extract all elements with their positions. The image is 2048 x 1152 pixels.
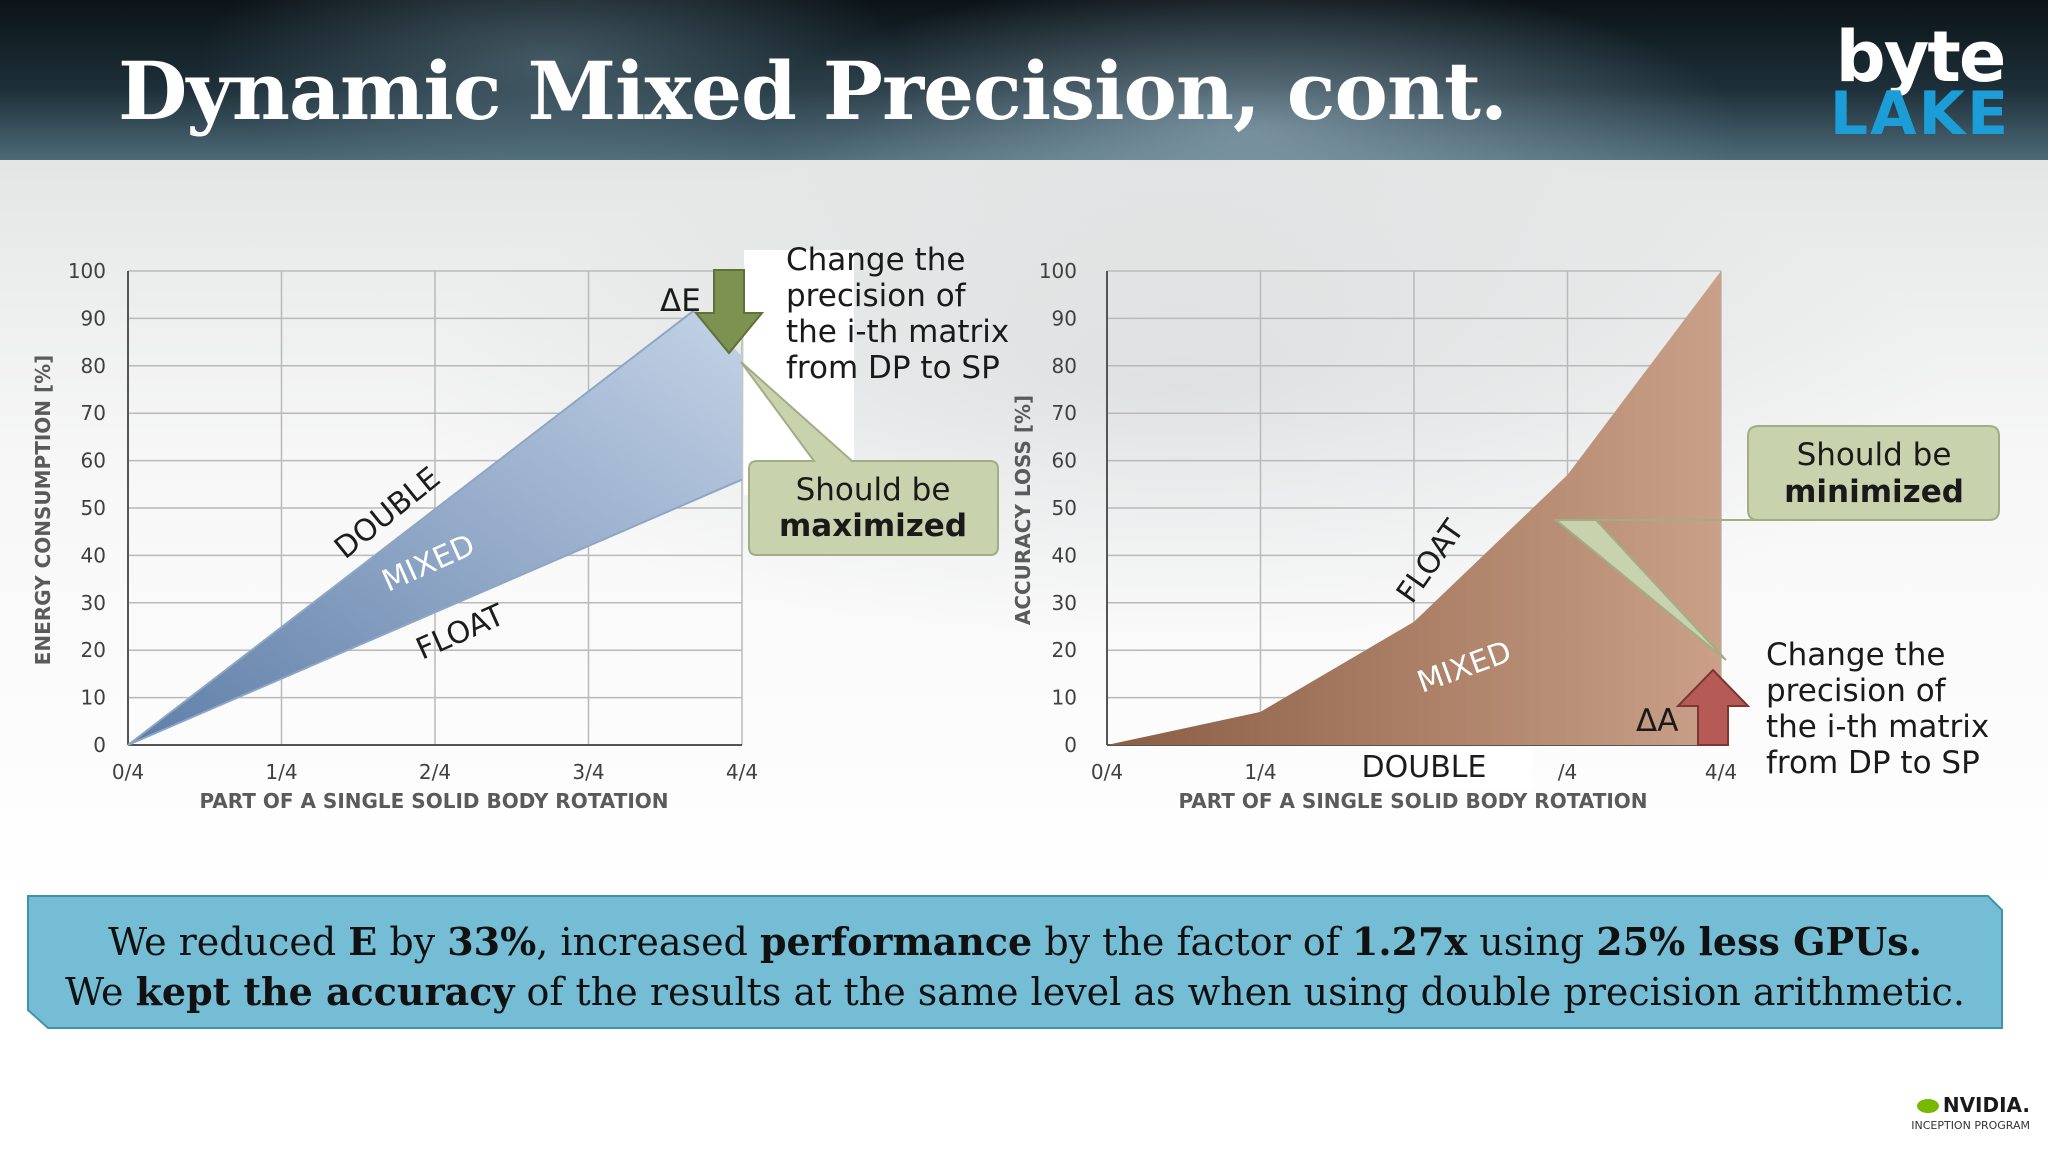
summary-text: , increased: [536, 920, 760, 964]
summary-emphasis: 1.27x: [1352, 919, 1468, 964]
maximized-callout: [740, 361, 999, 556]
y-tick-label: 0: [1064, 733, 1077, 757]
accuracy-chart: 0 10 20 30 40 50 60 70 80 90 100 0/4 1/4 DOUBLE/4 4/4…: [1011, 259, 2000, 813]
accuracy-y-label: ACCURACY LOSS [%]: [1011, 395, 1035, 625]
accuracy-delta-label: ΔA: [1636, 703, 1678, 739]
minimized-callout: [1553, 425, 2000, 661]
energy-x-label: PART OF A SINGLE SOLID BODY ROTATION: [199, 789, 668, 813]
nvidia-program: INCEPTION PROGRAM: [1911, 1119, 2030, 1132]
energy-grid: [127, 270, 743, 746]
y-tick-label: 100: [68, 259, 106, 283]
logo-top-text: byte: [1835, 16, 2007, 98]
y-tick-label: 10: [1052, 686, 1077, 710]
summary-emphasis: E: [348, 919, 377, 964]
y-tick-label: 90: [81, 306, 106, 330]
summary-emphasis: 25% less GPUs.: [1596, 919, 1922, 964]
y-tick-label: 70: [1052, 401, 1077, 425]
nvidia-inception-logo: NVIDIA. INCEPTION PROGRAM: [1900, 1093, 2030, 1132]
nvidia-eye-icon: [1916, 1099, 1939, 1113]
energy-note-line2: precision of: [786, 278, 967, 314]
summary-text: We reduced: [108, 920, 348, 964]
y-tick-label: 20: [1052, 638, 1077, 662]
nvidia-name: NVIDIA.: [1942, 1093, 2030, 1117]
y-tick-label: 80: [1052, 354, 1077, 378]
y-tick-label: 50: [1052, 496, 1077, 520]
y-tick-label: 30: [1052, 591, 1077, 615]
mixed-area: [128, 308, 742, 745]
summary-text: We: [65, 970, 136, 1014]
y-tick-label: 40: [81, 543, 106, 567]
y-tick-label: 70: [81, 401, 106, 425]
double-label-backdrop: [1372, 747, 1532, 787]
slide-title: Dynamic Mixed Precision, cont.: [118, 44, 1508, 138]
x-tick-label: 4/4: [726, 760, 758, 784]
arrow-down-icon: [693, 269, 765, 355]
summary-line1: We reduced E by 33%, increased performan…: [108, 919, 1922, 964]
energy-chart: 0 10 20 30 40 50 60 70 80 90 100 0/4 1/4 2/4 3/4 4/4 E…: [31, 242, 1009, 813]
x-tick-label: 1/4: [265, 760, 297, 784]
y-tick-label: 20: [81, 638, 106, 662]
float-line: [127, 478, 743, 746]
accuracy-note-line2: precision of: [1766, 673, 1947, 709]
float-area: [1107, 271, 1721, 745]
logo-bottom-text: LAKE: [1829, 79, 2011, 149]
energy-delta-label: ΔE: [660, 283, 701, 319]
x-tick-label: 1/4: [1244, 760, 1276, 784]
y-tick-label: 0: [93, 733, 106, 757]
x-tick-label: 4/4: [1705, 760, 1737, 784]
y-tick-label: 10: [81, 686, 106, 710]
callout-should-be: Should be: [796, 472, 951, 508]
callout-maximized: maximized: [779, 508, 967, 544]
y-tick-label: 100: [1039, 259, 1077, 283]
double-line: [127, 308, 697, 746]
x-tick-label: 3/4: [572, 760, 604, 784]
accuracy-note-line3: the i-th matrix: [1766, 709, 1989, 745]
y-tick-label: 60: [1052, 449, 1077, 473]
summary-line2: We kept the accuracy of the results at t…: [65, 969, 1965, 1014]
x-tick-label: /4: [1558, 760, 1577, 784]
accuracy-note-line1: Change the: [1766, 637, 1945, 673]
summary-emphasis: kept the accuracy: [136, 969, 516, 1014]
x-tick-label: 2/4: [419, 760, 451, 784]
energy-note-line3: the i-th matrix: [786, 314, 1009, 350]
y-tick-label: 40: [1052, 543, 1077, 567]
summary-text: by the factor of: [1032, 920, 1352, 964]
summary-emphasis: performance: [760, 919, 1032, 964]
y-tick-label: 60: [81, 449, 106, 473]
x-tick-label: 0/4: [1091, 760, 1123, 784]
accuracy-band-double: DOUBLE: [1362, 750, 1487, 785]
bytelake-logo: byte LAKE: [1820, 22, 2020, 144]
y-tick-label: 30: [81, 591, 106, 615]
energy-y-label: ENERGY CONSUMPTION [%]: [31, 355, 55, 666]
energy-x-ticks: 0/4 1/4 2/4 3/4 4/4: [112, 760, 758, 784]
summary-emphasis: 33%: [447, 919, 536, 964]
summary-text: using: [1467, 920, 1596, 964]
energy-note-line4: from DP to SP: [786, 350, 1000, 386]
callout-should-be-2: Should be: [1797, 437, 1952, 473]
accuracy-note-line4: from DP to SP: [1766, 745, 1980, 781]
summary-text: by: [377, 920, 447, 964]
header-banner: [0, 0, 2048, 160]
summary-box: We reduced E by 33%, increased performan…: [27, 895, 2003, 1029]
y-tick-label: 90: [1052, 306, 1077, 330]
arrow-up-icon: [1675, 668, 1751, 746]
summary-text: of the results at the same level as when…: [514, 970, 1964, 1014]
energy-y-ticks: 0 10 20 30 40 50 60 70 80 90 100: [68, 259, 106, 757]
x-tick-label: 0/4: [112, 760, 144, 784]
accuracy-x-ticks: 0/4 1/4 DOUBLE/4 4/4: [1091, 750, 1737, 785]
accuracy-y-ticks: 0 10 20 30 40 50 60 70 80 90 100: [1039, 259, 1077, 757]
callout-minimized: minimized: [1784, 474, 1964, 510]
energy-note-line1: Change the: [786, 242, 965, 278]
accuracy-x-label: PART OF A SINGLE SOLID BODY ROTATION: [1178, 789, 1647, 813]
y-tick-label: 50: [81, 496, 106, 520]
y-tick-label: 80: [81, 354, 106, 378]
